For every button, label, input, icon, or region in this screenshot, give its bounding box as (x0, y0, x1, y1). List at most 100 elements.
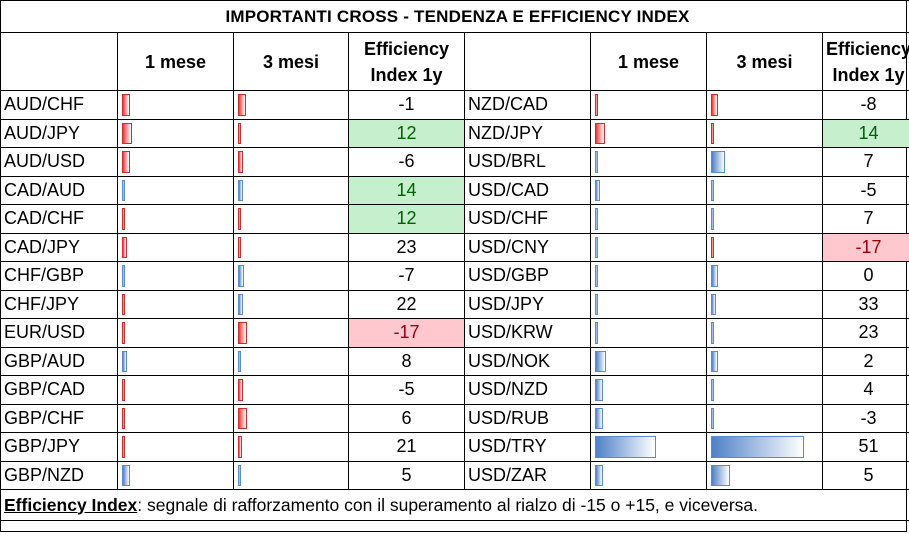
trend-bar-cell-1-mese (590, 318, 707, 348)
currency-pair-label: CAD/JPY (0, 232, 118, 262)
efficiency-index-value: 33 (821, 289, 909, 319)
efficiency-index-value: 8 (348, 346, 465, 376)
currency-pair-label: USD/CHF (464, 204, 591, 234)
trend-bar-cell-1-mese (590, 175, 707, 205)
trend-bar-cell-3-mesi (706, 232, 823, 262)
efficiency-index-value: 21 (348, 432, 465, 462)
footnote: Efficiency Index: segnale di rafforzamen… (0, 489, 909, 521)
trend-bar-cell-3-mesi (706, 403, 823, 433)
trend-bar-cell-3-mesi (233, 346, 349, 376)
trend-bar (122, 436, 125, 458)
currency-pair-label: NZD/CAD (464, 90, 591, 120)
trend-bar (711, 179, 714, 201)
trend-bar (238, 208, 241, 230)
currency-pair-label: GBP/CHF (0, 403, 118, 433)
currency-pair-label: GBP/JPY (0, 432, 118, 462)
trend-bar (595, 208, 598, 230)
trend-bar-cell-3-mesi (233, 460, 349, 490)
trend-bar-cell-3-mesi (233, 289, 349, 319)
table-row: CHF/JPY 22 USD/JPY 33 (0, 289, 909, 319)
trend-bar (238, 322, 247, 344)
trend-bar-cell-1-mese (117, 204, 234, 234)
currency-pair-label: USD/NZD (464, 375, 591, 405)
trend-bar-cell-3-mesi (706, 346, 823, 376)
trend-bar (238, 293, 243, 315)
efficiency-index-value: 12 (348, 204, 465, 234)
trend-bar-cell-1-mese (117, 460, 234, 490)
header-3-mesi-right: 3 mesi (706, 32, 823, 91)
trend-bar-cell-1-mese (117, 403, 234, 433)
header-1-mese-left: 1 mese (117, 32, 234, 91)
trend-bar (122, 293, 125, 315)
trend-bar (238, 436, 242, 458)
trend-bar (711, 464, 730, 486)
table-row: AUD/CHF -1 NZD/CAD -8 (0, 90, 909, 120)
trend-bar (595, 179, 600, 201)
table-row: GBP/CHF 6 USD/RUB -3 (0, 403, 909, 433)
trend-bar (238, 151, 243, 173)
trend-bar (122, 464, 130, 486)
trend-bar (595, 293, 598, 315)
trend-bar (595, 464, 603, 486)
trend-bar (122, 122, 132, 144)
trend-bar (711, 293, 716, 315)
trend-bar-cell-1-mese (590, 90, 707, 120)
trend-bar-cell-3-mesi (233, 204, 349, 234)
trend-bar-cell-1-mese (117, 318, 234, 348)
trend-bar-cell-1-mese (590, 232, 707, 262)
cross-table: IMPORTANTI CROSS - TENDENZA E EFFICIENCY… (0, 0, 909, 521)
currency-pair-label: USD/NOK (464, 346, 591, 376)
table-row: AUD/USD -6 USD/BRL 7 (0, 147, 909, 177)
efficiency-index-value: 23 (821, 318, 909, 348)
trend-bar-cell-1-mese (117, 375, 234, 405)
trend-bar-cell-1-mese (117, 147, 234, 177)
trend-bar (711, 322, 714, 344)
trend-bar-cell-1-mese (590, 346, 707, 376)
trend-bar (122, 322, 125, 344)
trend-bar-cell-1-mese (590, 147, 707, 177)
efficiency-index-value: 7 (821, 147, 909, 177)
table-row: GBP/NZD 5 USD/ZAR 5 (0, 460, 909, 490)
trend-bar-cell-1-mese (590, 403, 707, 433)
header-efficiency-index-left: Efficiency Index 1y (348, 32, 465, 91)
trend-bar-cell-3-mesi (706, 375, 823, 405)
footnote-label: Efficiency Index (4, 494, 138, 515)
trend-bar (711, 350, 718, 372)
trend-bar-cell-3-mesi (706, 147, 823, 177)
efficiency-index-value: -5 (348, 375, 465, 405)
efficiency-index-value: 2 (821, 346, 909, 376)
trend-bar (595, 265, 598, 287)
header-empty-right (464, 32, 591, 91)
trend-bar-cell-3-mesi (706, 432, 823, 462)
table-row: CAD/CHF 12 USD/CHF 7 (0, 204, 909, 234)
header-efficiency-index-right: Efficiency Index 1y (821, 32, 909, 91)
table-row: EUR/USD -17 USD/KRW 23 (0, 318, 909, 348)
header-3-mesi-left: 3 mesi (233, 32, 349, 91)
table-row: GBP/JPY 21 USD/TRY 51 (0, 432, 909, 462)
trend-bar-cell-1-mese (590, 204, 707, 234)
trend-bar (122, 350, 127, 372)
trend-bar-cell-1-mese (117, 346, 234, 376)
trend-bar (595, 436, 656, 458)
trend-bar-cell-1-mese (590, 289, 707, 319)
currency-pair-label: USD/ZAR (464, 460, 591, 490)
trend-bar (122, 151, 130, 173)
efficiency-index-value: 51 (821, 432, 909, 462)
trend-bar-cell-3-mesi (233, 147, 349, 177)
table-row: GBP/AUD 8 USD/NOK 2 (0, 346, 909, 376)
trend-bar (238, 379, 243, 401)
trend-bar (711, 151, 725, 173)
trend-bar-cell-1-mese (117, 90, 234, 120)
efficiency-index-value: 6 (348, 403, 465, 433)
trend-bar-cell-3-mesi (706, 289, 823, 319)
efficiency-index-value: 14 (821, 118, 909, 148)
table-row: GBP/CAD -5 USD/NZD 4 (0, 375, 909, 405)
trend-bar (595, 236, 598, 258)
currency-pair-label: AUD/CHF (0, 90, 118, 120)
trend-bar (595, 94, 598, 116)
trend-bar (238, 236, 241, 258)
trend-bar (595, 350, 606, 372)
header-empty-left (0, 32, 118, 91)
trend-bar (711, 379, 714, 401)
